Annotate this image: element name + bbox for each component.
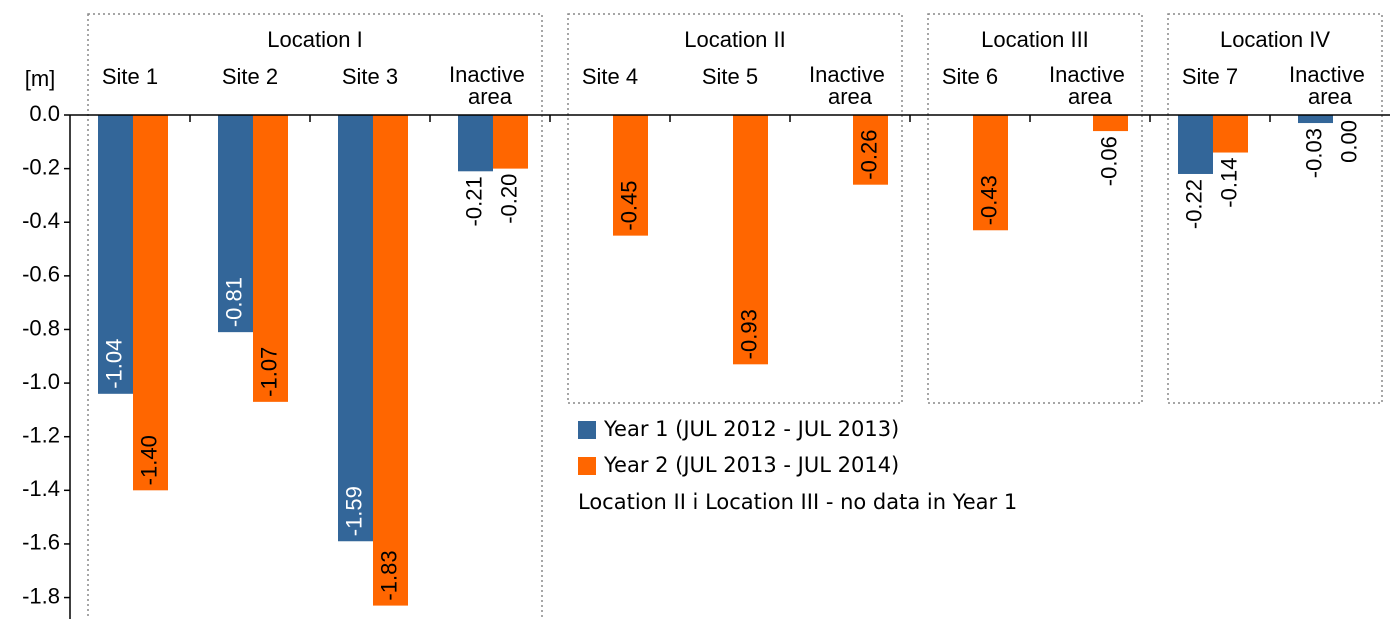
y-tick-label: -0.8 (22, 315, 60, 340)
group-label: Location IV (1220, 27, 1330, 52)
y-tick-label: -1.4 (22, 476, 60, 501)
bar (1213, 115, 1248, 153)
value-label: -1.04 (101, 339, 126, 389)
bar (253, 115, 288, 402)
legend-swatch (578, 457, 596, 475)
y-axis-label: [m] (25, 66, 56, 91)
group-box (567, 13, 903, 404)
value-label: -0.06 (1096, 136, 1121, 186)
x-tick-label: Inactive area (449, 62, 531, 109)
value-label: -0.03 (1301, 128, 1326, 178)
bar (1178, 115, 1213, 174)
y-tick-label: -1.0 (22, 369, 60, 394)
x-tick-label: Site 7 (1182, 64, 1238, 89)
y-tick-label: -0.4 (22, 208, 60, 233)
bar (458, 115, 493, 172)
legend-label: Year 2 (JUL 2013 - JUL 2014) (603, 453, 899, 477)
value-label: -1.83 (376, 550, 401, 600)
legend: Year 1 (JUL 2012 - JUL 2013) Year 2 (JUL … (578, 417, 1017, 514)
value-label: 0.00 (1336, 120, 1361, 163)
value-label: -0.20 (496, 174, 521, 224)
bar (98, 115, 133, 394)
y-tick-label: -0.6 (22, 262, 60, 287)
legend-label: Year 1 (JUL 2012 - JUL 2013) (603, 417, 899, 441)
bar (613, 115, 648, 236)
value-label: -0.45 (616, 180, 641, 230)
value-label: -0.81 (221, 277, 246, 327)
group-box (87, 13, 543, 619)
x-tick-label: Site 4 (582, 64, 638, 89)
value-label: -1.40 (136, 435, 161, 485)
x-tick-label: Site 6 (942, 64, 998, 89)
legend-swatch (578, 421, 596, 439)
value-label: -0.93 (736, 309, 761, 359)
group-label: Location II (684, 27, 786, 52)
bar (1298, 115, 1333, 124)
group-label: Location I (267, 27, 362, 52)
x-tick-label: Inactive area (1049, 62, 1131, 109)
bar (338, 115, 373, 542)
x-tick-label: Site 1 (102, 64, 158, 89)
bar (218, 115, 253, 333)
bar (1093, 115, 1128, 132)
y-tick-label: -1.6 (22, 530, 60, 555)
value-label: -0.26 (856, 130, 881, 180)
x-tick-label: Site 3 (342, 64, 398, 89)
value-label: -1.59 (341, 486, 366, 536)
x-tick-label: Inactive area (1289, 62, 1371, 109)
y-tick-label: 0.0 (29, 101, 60, 126)
group-box (1167, 13, 1383, 404)
group-box (927, 13, 1143, 404)
bar (133, 115, 168, 491)
note: Location II i Location III - no data in … (578, 490, 1017, 514)
bar (373, 115, 408, 606)
bar (973, 115, 1008, 231)
bar (493, 115, 528, 169)
x-tick-label: Inactive area (809, 62, 891, 109)
bar (733, 115, 768, 365)
value-label: -0.21 (461, 176, 486, 226)
x-tick-label: Site 5 (702, 64, 758, 89)
value-label: -0.14 (1216, 158, 1241, 208)
y-tick-label: -0.2 (22, 154, 60, 179)
y-tick-label: -1.8 (22, 583, 60, 608)
value-label: -0.43 (976, 175, 1001, 225)
y-tick-label: -1.2 (22, 423, 60, 448)
group-label: Location III (981, 27, 1089, 52)
x-tick-label: Site 2 (222, 64, 278, 89)
value-label: -0.22 (1181, 179, 1206, 229)
bar (853, 115, 888, 185)
value-label: -1.07 (256, 347, 281, 397)
